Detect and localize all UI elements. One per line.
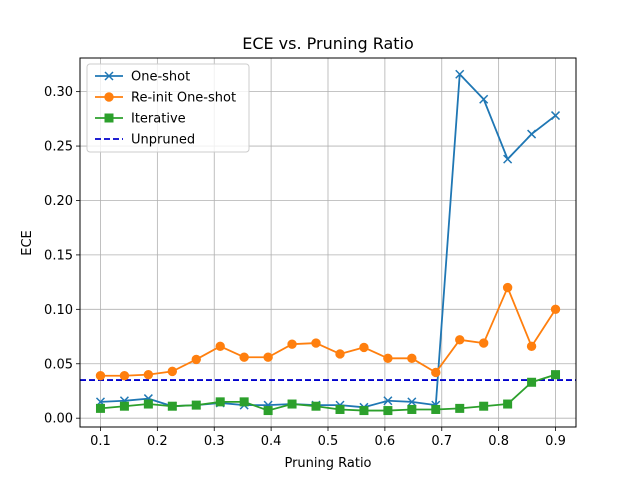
iterative-point xyxy=(335,404,345,414)
iterative-point xyxy=(455,403,465,413)
re-init-one-shot-point xyxy=(359,342,369,353)
iterative-point xyxy=(551,370,561,380)
y-tick-label: 0.15 xyxy=(44,248,73,263)
legend-entry-one-shot: One-shot xyxy=(95,70,190,85)
y-tick-label: 0.10 xyxy=(44,303,73,318)
legend-marker-swatch xyxy=(104,113,114,123)
iterative-point xyxy=(239,397,249,407)
legend-marker-swatch xyxy=(104,92,114,102)
re-init-one-shot-point xyxy=(287,339,297,349)
one-shot-point xyxy=(550,111,561,121)
re-init-one-shot-point xyxy=(311,338,321,348)
iterative-point xyxy=(167,401,177,411)
y-axis-ticks: 0.00 0.05 0.10 0.15 0.20 0.25 0.30 xyxy=(44,85,80,427)
y-tick-label: 0.05 xyxy=(44,357,73,372)
iterative-point xyxy=(95,403,105,413)
iterative-point xyxy=(287,399,297,409)
x-tick-label: 0.6 xyxy=(375,434,396,449)
re-init-one-shot-point xyxy=(119,371,130,381)
series-layer xyxy=(95,69,561,416)
re-init-one-shot-point xyxy=(526,341,537,352)
one-shot-point xyxy=(407,397,417,407)
x-tick-label: 0.4 xyxy=(261,434,282,449)
one-shot-point xyxy=(383,396,393,406)
y-axis-label: ECE xyxy=(20,230,35,256)
re-init-one-shot-point xyxy=(478,338,489,348)
iterative-series xyxy=(95,370,561,416)
iterative-point xyxy=(119,401,129,411)
iterative-point xyxy=(143,399,153,409)
legend-label: Unpruned xyxy=(131,133,195,148)
x-tick-label: 0.2 xyxy=(147,434,168,449)
re-init-one-shot-point xyxy=(143,369,154,380)
iterative-point xyxy=(479,401,489,411)
re-init-one-shot-point xyxy=(239,352,249,362)
iterative-point xyxy=(527,377,537,387)
iterative-point xyxy=(215,397,225,407)
y-tick-label: 0.00 xyxy=(44,412,73,427)
legend-marker-swatch xyxy=(104,71,114,81)
x-tick-label: 0.7 xyxy=(431,434,452,449)
one-shot-point xyxy=(503,154,513,164)
x-tick-label: 0.3 xyxy=(204,434,225,449)
re-init-one-shot-point xyxy=(431,367,441,378)
legend-label: Re-init One-shot xyxy=(131,91,236,106)
iterative-point xyxy=(191,400,201,410)
re-init-one-shot-point xyxy=(407,353,417,364)
re-init-one-shot-point xyxy=(167,366,178,377)
iterative-point xyxy=(431,404,441,414)
x-tick-label: 0.8 xyxy=(488,434,509,449)
x-tick-label: 0.9 xyxy=(545,434,566,449)
one-shot-point xyxy=(455,69,465,79)
re-init-one-shot-point xyxy=(191,354,201,365)
x-axis-label: Pruning Ratio xyxy=(284,456,371,471)
re-init-one-shot-point xyxy=(383,353,393,364)
x-tick-label: 0.5 xyxy=(318,434,339,449)
re-init-one-shot-point xyxy=(502,282,513,293)
legend-label: Iterative xyxy=(131,112,186,127)
re-init-one-shot-point xyxy=(455,335,465,345)
chart-title: ECE vs. Pruning Ratio xyxy=(242,34,414,53)
legend-label: One-shot xyxy=(131,70,190,85)
re-init-one-shot-series xyxy=(95,282,561,381)
legend: One-shot Re-init One-shot Iterative Unprune… xyxy=(86,63,250,153)
x-axis-ticks: 0.1 0.2 0.3 0.4 0.5 0.6 0.7 0.8 0.9 xyxy=(90,427,566,449)
legend-entries: One-shot Re-init One-shot Iterative Unprune… xyxy=(95,70,236,148)
legend-entry-iterative: Iterative xyxy=(95,112,186,127)
legend-entry-re-init-one-shot: Re-init One-shot xyxy=(95,91,236,106)
y-tick-label: 0.30 xyxy=(44,85,73,100)
iterative-point xyxy=(311,401,321,411)
y-tick-label: 0.20 xyxy=(44,194,73,209)
re-init-one-shot-point xyxy=(215,341,225,352)
iterative-point xyxy=(383,406,393,416)
iterative-point xyxy=(503,399,513,409)
re-init-one-shot-point xyxy=(550,304,561,315)
legend-box xyxy=(86,63,250,153)
re-init-one-shot-point xyxy=(95,371,106,381)
x-tick-label: 0.1 xyxy=(90,434,111,449)
legend-entry-unpruned: Unpruned xyxy=(95,133,195,148)
y-tick-label: 0.25 xyxy=(44,140,73,155)
one-shot-point xyxy=(527,129,537,139)
re-init-one-shot-point xyxy=(335,349,345,359)
re-init-one-shot-point xyxy=(263,352,273,362)
iterative-point xyxy=(407,404,417,414)
iterative-point xyxy=(263,406,273,416)
iterative-point xyxy=(359,406,369,416)
one-shot-point xyxy=(479,94,489,104)
